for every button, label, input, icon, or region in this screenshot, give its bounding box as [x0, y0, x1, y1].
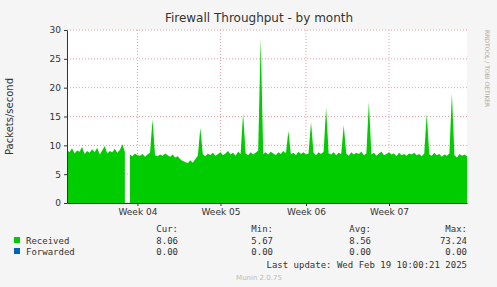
series-area: [67, 39, 467, 203]
legend-stat: 8.56: [349, 236, 371, 246]
y-grid-line: [67, 116, 467, 117]
legend-label: Received: [26, 236, 69, 246]
y-tick-label: 25: [50, 54, 61, 64]
legend-swatch: [14, 248, 20, 254]
y-grid-line: [67, 145, 467, 146]
y-tick-label: 0: [55, 198, 61, 208]
y-tick-label: 30: [50, 25, 62, 35]
legend-stat: 0.00: [251, 247, 273, 257]
credit: Munin 2.0.75: [236, 274, 282, 282]
side-text: RRDTOOL / TOBI OETIKER: [484, 30, 491, 107]
x-tick-label: Week 04: [118, 207, 157, 217]
legend-swatch: [14, 237, 20, 243]
y-tick-mark: [64, 30, 67, 31]
legend-stat: 0.00: [445, 247, 467, 257]
x-tick-mark: [306, 203, 307, 206]
y-tick-label: 5: [55, 170, 61, 180]
y-tick-label: 15: [50, 112, 61, 122]
legend-stat: 0.00: [156, 247, 178, 257]
y-tick-mark: [64, 174, 67, 175]
legend-stat: 73.24: [440, 236, 467, 246]
series-area: [67, 203, 467, 204]
grid: [67, 30, 467, 203]
x-tick: Week 07: [370, 203, 409, 217]
x-axis-line: [68, 203, 468, 204]
y-tick: 0: [55, 198, 67, 208]
x-tick-label: Week 05: [201, 207, 240, 217]
y-axis: 0 5 10 15 20 25 30: [50, 25, 68, 208]
legend-stat: 0.00: [349, 247, 371, 257]
x-tick-mark: [137, 203, 138, 206]
y-tick: 25: [50, 54, 67, 64]
plot-area: [67, 39, 467, 203]
background: [0, 0, 497, 287]
x-tick-mark: [389, 203, 390, 206]
chart: Week 04 Week 05 Week 06 Week 07 0 5 10 15 20 25 30…: [0, 0, 497, 287]
footer: Last update: Wed Feb 19 10:00:21 2025: [267, 260, 467, 270]
legend-stat: 5.67: [251, 236, 273, 246]
y-tick-mark: [64, 117, 67, 118]
legend-header: Max:: [445, 224, 467, 234]
x-tick-mark: [220, 203, 221, 206]
legend-header: Cur:: [156, 224, 178, 234]
y-tick: 20: [50, 83, 67, 93]
x-tick-label: Week 07: [370, 207, 409, 217]
plot-background: [67, 30, 467, 203]
y-tick-mark: [64, 59, 67, 60]
y-tick-label: 20: [50, 83, 62, 93]
y-tick-mark: [64, 145, 67, 146]
legend: Cur: Min: Avg: Max: Received 8.06 5.67 8.56 73.2…: [14, 224, 467, 257]
legend-header: Min:: [251, 224, 273, 234]
y-tick-mark: [64, 88, 67, 89]
legend-label: Forwarded: [26, 247, 75, 257]
legend-stat: 8.06: [156, 236, 178, 246]
y-grid-line: [67, 87, 467, 88]
y-tick-label: 10: [50, 141, 62, 151]
legend-header: Avg:: [349, 224, 371, 234]
y-tick-mark: [64, 203, 67, 204]
y-tick: 5: [55, 170, 67, 180]
x-tick: Week 06: [287, 203, 326, 217]
x-axis: Week 04 Week 05 Week 06 Week 07: [68, 203, 468, 217]
y-grid-line: [67, 58, 467, 59]
x-tick-label: Week 06: [287, 207, 326, 217]
x-tick: Week 04: [118, 203, 157, 217]
title: Firewall Throughput - by month: [165, 11, 353, 25]
y-tick: 10: [50, 141, 67, 151]
y-axis-title: Packets/second: [4, 78, 15, 155]
y-tick: 30: [50, 25, 67, 35]
x-tick: Week 05: [201, 203, 240, 217]
y-grid-line: [67, 30, 467, 31]
y-tick: 15: [50, 112, 67, 122]
y-axis-line: [67, 31, 68, 204]
